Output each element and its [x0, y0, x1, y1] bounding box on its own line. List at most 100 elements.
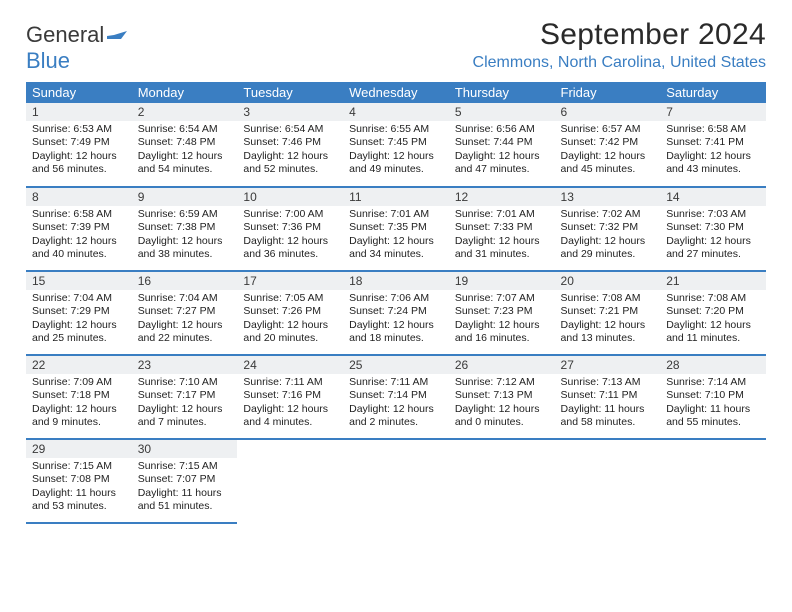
day-number: 25 [343, 356, 449, 374]
day-number: 13 [555, 188, 661, 206]
sunset-text: Sunset: 7:08 PM [32, 473, 126, 486]
daylight-text: Daylight: 12 hours and 56 minutes. [32, 150, 126, 177]
day-number: 14 [660, 188, 766, 206]
day-detail: Sunrise: 6:54 AMSunset: 7:48 PMDaylight:… [132, 121, 238, 181]
day-detail: Sunrise: 6:54 AMSunset: 7:46 PMDaylight:… [237, 121, 343, 181]
calendar-cell: 11Sunrise: 7:01 AMSunset: 7:35 PMDayligh… [343, 187, 449, 271]
calendar-row: 15Sunrise: 7:04 AMSunset: 7:29 PMDayligh… [26, 271, 766, 355]
day-number: 7 [660, 103, 766, 121]
calendar-body: 1Sunrise: 6:53 AMSunset: 7:49 PMDaylight… [26, 103, 766, 523]
sunset-text: Sunset: 7:30 PM [666, 221, 760, 234]
sunrise-text: Sunrise: 6:53 AM [32, 123, 126, 136]
day-number: 1 [26, 103, 132, 121]
calendar-cell: 17Sunrise: 7:05 AMSunset: 7:26 PMDayligh… [237, 271, 343, 355]
calendar-cell: 23Sunrise: 7:10 AMSunset: 7:17 PMDayligh… [132, 355, 238, 439]
day-detail: Sunrise: 7:11 AMSunset: 7:14 PMDaylight:… [343, 374, 449, 434]
day-number: 4 [343, 103, 449, 121]
day-number: 20 [555, 272, 661, 290]
weekday-head: Tuesday [237, 82, 343, 103]
sunset-text: Sunset: 7:39 PM [32, 221, 126, 234]
calendar-cell: 19Sunrise: 7:07 AMSunset: 7:23 PMDayligh… [449, 271, 555, 355]
day-number: 29 [26, 440, 132, 458]
calendar-cell: 16Sunrise: 7:04 AMSunset: 7:27 PMDayligh… [132, 271, 238, 355]
sunset-text: Sunset: 7:46 PM [243, 136, 337, 149]
sunset-text: Sunset: 7:45 PM [349, 136, 443, 149]
daylight-text: Daylight: 12 hours and 54 minutes. [138, 150, 232, 177]
calendar-cell: 5Sunrise: 6:56 AMSunset: 7:44 PMDaylight… [449, 103, 555, 187]
day-detail: Sunrise: 7:01 AMSunset: 7:33 PMDaylight:… [449, 206, 555, 266]
daylight-text: Daylight: 12 hours and 22 minutes. [138, 319, 232, 346]
day-detail: Sunrise: 7:04 AMSunset: 7:27 PMDaylight:… [132, 290, 238, 350]
sunrise-text: Sunrise: 7:00 AM [243, 208, 337, 221]
daylight-text: Daylight: 12 hours and 34 minutes. [349, 235, 443, 262]
calendar-cell: 30Sunrise: 7:15 AMSunset: 7:07 PMDayligh… [132, 439, 238, 523]
sunrise-text: Sunrise: 6:57 AM [561, 123, 655, 136]
calendar-cell: 27Sunrise: 7:13 AMSunset: 7:11 PMDayligh… [555, 355, 661, 439]
calendar-cell [660, 439, 766, 523]
calendar-table: Sunday Monday Tuesday Wednesday Thursday… [26, 82, 766, 524]
daylight-text: Daylight: 12 hours and 29 minutes. [561, 235, 655, 262]
sunset-text: Sunset: 7:20 PM [666, 305, 760, 318]
flag-icon [107, 22, 127, 48]
sunrise-text: Sunrise: 7:04 AM [32, 292, 126, 305]
day-number: 12 [449, 188, 555, 206]
sunrise-text: Sunrise: 6:54 AM [138, 123, 232, 136]
day-number: 8 [26, 188, 132, 206]
daylight-text: Daylight: 12 hours and 11 minutes. [666, 319, 760, 346]
daylight-text: Daylight: 12 hours and 18 minutes. [349, 319, 443, 346]
weekday-head: Sunday [26, 82, 132, 103]
daylight-text: Daylight: 12 hours and 47 minutes. [455, 150, 549, 177]
daylight-text: Daylight: 12 hours and 2 minutes. [349, 403, 443, 430]
sunset-text: Sunset: 7:27 PM [138, 305, 232, 318]
calendar-cell: 15Sunrise: 7:04 AMSunset: 7:29 PMDayligh… [26, 271, 132, 355]
sunset-text: Sunset: 7:38 PM [138, 221, 232, 234]
title-block: September 2024 Clemmons, North Carolina,… [473, 18, 766, 72]
sunrise-text: Sunrise: 6:59 AM [138, 208, 232, 221]
day-detail: Sunrise: 7:02 AMSunset: 7:32 PMDaylight:… [555, 206, 661, 266]
sunset-text: Sunset: 7:49 PM [32, 136, 126, 149]
sunrise-text: Sunrise: 7:11 AM [243, 376, 337, 389]
calendar-row: 1Sunrise: 6:53 AMSunset: 7:49 PMDaylight… [26, 103, 766, 187]
calendar-cell: 13Sunrise: 7:02 AMSunset: 7:32 PMDayligh… [555, 187, 661, 271]
sunset-text: Sunset: 7:16 PM [243, 389, 337, 402]
sunset-text: Sunset: 7:23 PM [455, 305, 549, 318]
day-detail: Sunrise: 6:57 AMSunset: 7:42 PMDaylight:… [555, 121, 661, 181]
location-label: Clemmons, North Carolina, United States [473, 54, 766, 72]
sunrise-text: Sunrise: 7:01 AM [455, 208, 549, 221]
daylight-text: Daylight: 12 hours and 52 minutes. [243, 150, 337, 177]
sunset-text: Sunset: 7:35 PM [349, 221, 443, 234]
calendar-cell: 28Sunrise: 7:14 AMSunset: 7:10 PMDayligh… [660, 355, 766, 439]
day-number: 16 [132, 272, 238, 290]
sunset-text: Sunset: 7:18 PM [32, 389, 126, 402]
day-detail: Sunrise: 7:15 AMSunset: 7:07 PMDaylight:… [132, 458, 238, 518]
daylight-text: Daylight: 12 hours and 0 minutes. [455, 403, 549, 430]
daylight-text: Daylight: 12 hours and 16 minutes. [455, 319, 549, 346]
calendar-cell: 10Sunrise: 7:00 AMSunset: 7:36 PMDayligh… [237, 187, 343, 271]
day-detail: Sunrise: 7:06 AMSunset: 7:24 PMDaylight:… [343, 290, 449, 350]
daylight-text: Daylight: 12 hours and 36 minutes. [243, 235, 337, 262]
calendar-cell: 8Sunrise: 6:58 AMSunset: 7:39 PMDaylight… [26, 187, 132, 271]
sunrise-text: Sunrise: 7:15 AM [32, 460, 126, 473]
daylight-text: Daylight: 12 hours and 43 minutes. [666, 150, 760, 177]
sunrise-text: Sunrise: 7:06 AM [349, 292, 443, 305]
day-number: 22 [26, 356, 132, 374]
calendar-cell: 7 Sunrise: 6:58 AMSunset: 7:41 PMDaylight… [660, 103, 766, 187]
calendar-cell [555, 439, 661, 523]
sunrise-text: Sunrise: 7:09 AM [32, 376, 126, 389]
sunrise-text: Sunrise: 6:58 AM [666, 123, 760, 136]
day-number: 11 [343, 188, 449, 206]
sunset-text: Sunset: 7:14 PM [349, 389, 443, 402]
day-number: 2 [132, 103, 238, 121]
sunrise-text: Sunrise: 7:10 AM [138, 376, 232, 389]
day-detail: Sunrise: 6:59 AMSunset: 7:38 PMDaylight:… [132, 206, 238, 266]
calendar-cell: 29Sunrise: 7:15 AMSunset: 7:08 PMDayligh… [26, 439, 132, 523]
daylight-text: Daylight: 12 hours and 38 minutes. [138, 235, 232, 262]
daylight-text: Daylight: 12 hours and 49 minutes. [349, 150, 443, 177]
sunset-text: Sunset: 7:41 PM [666, 136, 760, 149]
calendar-cell [343, 439, 449, 523]
calendar-cell: 22Sunrise: 7:09 AMSunset: 7:18 PMDayligh… [26, 355, 132, 439]
sunset-text: Sunset: 7:13 PM [455, 389, 549, 402]
calendar-cell: 18Sunrise: 7:06 AMSunset: 7:24 PMDayligh… [343, 271, 449, 355]
weekday-head: Thursday [449, 82, 555, 103]
sunrise-text: Sunrise: 7:11 AM [349, 376, 443, 389]
